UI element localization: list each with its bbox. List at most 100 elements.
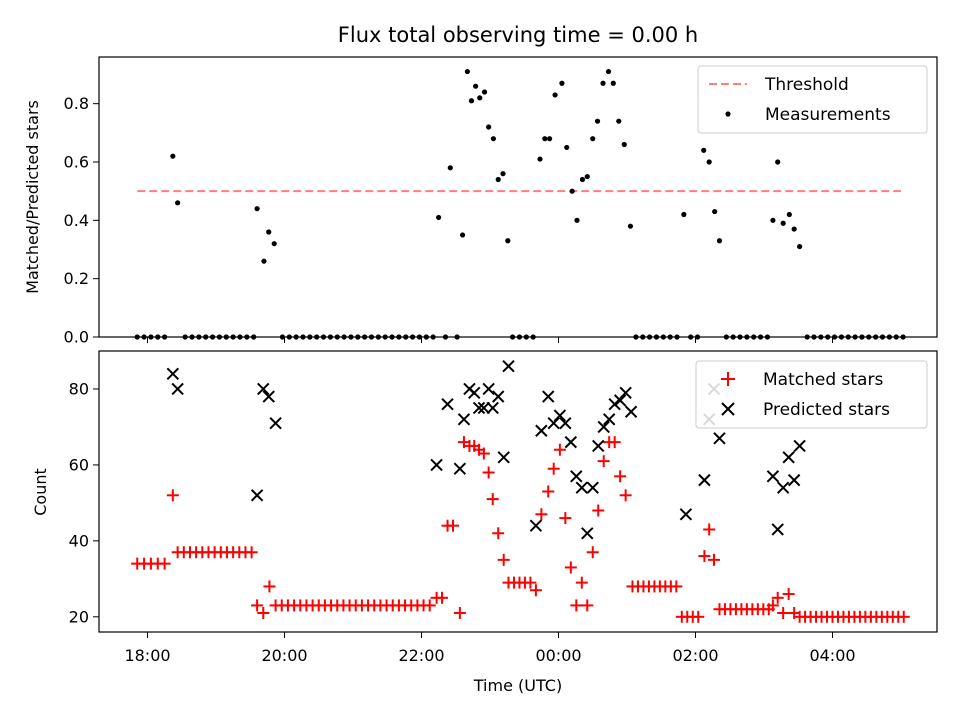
predicted-star-marker (608, 397, 621, 411)
predicted-star-marker (535, 424, 548, 437)
predicted-star-marker (782, 451, 795, 464)
predicted-star-marker-b (430, 458, 443, 472)
measurement-point (716, 238, 723, 244)
predicted-star-marker-b (698, 473, 711, 487)
predicted-star-marker (793, 439, 806, 453)
measurement-point (175, 200, 181, 206)
predicted-star-marker (766, 470, 780, 483)
matched-star-marker (535, 508, 548, 521)
measurement-point (775, 159, 781, 165)
predicted-star-marker (592, 439, 605, 453)
measurement-point (610, 80, 616, 86)
measurement-point (261, 258, 267, 264)
measurement-point (546, 136, 553, 142)
legend-measurements-swatch (725, 111, 731, 117)
measurement-point (473, 83, 479, 89)
legend-predicted-swatch (721, 402, 735, 416)
predicted-star-marker-b (441, 397, 454, 411)
measurement-point (564, 144, 570, 151)
measurement-point (559, 80, 565, 86)
predicted-star-marker-b (586, 481, 599, 494)
matched-star-marker (453, 607, 466, 620)
predicted-star-marker (553, 409, 567, 422)
matched-star-marker (619, 489, 632, 502)
predicted-star-marker-b (492, 390, 505, 403)
count-x-tick-label: 22:00 (398, 646, 444, 665)
predicted-star-marker-b (468, 386, 481, 399)
predicted-star-marker-b (547, 416, 560, 430)
matched-star-marker (251, 599, 264, 612)
predicted-star-marker-b (619, 386, 632, 399)
matched-star-marker (553, 443, 566, 456)
matched-star-marker (586, 546, 599, 559)
predicted-star-marker-b (477, 401, 491, 415)
predicted-star-marker (619, 386, 632, 399)
predicted-star-marker-b (597, 420, 610, 434)
count-x-tick-label: 00:00 (535, 646, 581, 665)
predicted-star-marker-b (502, 359, 515, 373)
predicted-star-marker (771, 523, 784, 536)
count-legend: Matched stars Predicted stars (695, 360, 928, 429)
predicted-star-marker (497, 451, 510, 464)
measurement-point (786, 211, 792, 218)
predicted-star-marker-b (771, 523, 784, 536)
legend-measurements-label: Measurements (765, 105, 891, 125)
predicted-star-marker-b (575, 481, 588, 494)
measurement-point (605, 68, 612, 75)
ratio-panel: 0.00.20.40.60.8 Matched/Predicted stars … (23, 56, 938, 347)
ratio-y-tick-label: 0.2 (64, 269, 89, 288)
predicted-star-marker-b (713, 432, 726, 445)
predicted-star-marker-b (171, 382, 184, 396)
matched-star-marker (436, 591, 449, 604)
measurement-point (574, 217, 580, 223)
predicted-star-marker-b (269, 416, 282, 430)
matched-star-marker (771, 591, 784, 604)
count-y-tick-label: 40 (69, 531, 89, 550)
measurement-point (505, 238, 511, 244)
matched-star-marker (766, 599, 779, 612)
predicted-star-marker (581, 527, 594, 540)
count-x-tick-label: 18:00 (124, 646, 170, 665)
ratio-y-tick-label: 0.4 (64, 211, 89, 230)
ratio-y-tick-label: 0.6 (64, 153, 89, 172)
measurement-point (770, 217, 776, 223)
measurement-point (490, 136, 497, 142)
matched-star-marker (423, 599, 436, 612)
measurement-point (627, 223, 634, 229)
legend-matched-label: Matched stars (763, 370, 883, 390)
predicted-star-marker-b (782, 451, 795, 464)
ratio-legend-box (697, 65, 928, 134)
matched-star-marker (670, 580, 683, 593)
measurement-point (495, 176, 501, 183)
count-x-tick-label: 04:00 (809, 646, 855, 665)
matched-star-marker (614, 470, 627, 483)
matched-star-marker (707, 553, 720, 566)
predicted-star-marker (547, 416, 560, 430)
count-x-tick-label: 20:00 (261, 646, 307, 665)
predicted-star-marker (602, 413, 616, 426)
predicted-star-marker-b (529, 519, 543, 532)
measurement-point (594, 118, 601, 124)
measurement-point (266, 229, 272, 235)
matched-star-marker (529, 584, 542, 597)
ratio-y-tick-label: 0.8 (64, 94, 89, 113)
predicted-star-marker-b (486, 401, 499, 415)
predicted-star-marker (597, 420, 610, 434)
predicted-star-marker (559, 416, 572, 430)
measurement-point (460, 232, 466, 238)
ratio-y-tick-label: 0.0 (64, 328, 89, 347)
matched-star-marker (564, 561, 577, 574)
measurement-point (600, 80, 606, 86)
measurement-point (706, 159, 712, 165)
matched-star-marker (597, 455, 610, 468)
predicted-star-marker-b (482, 382, 495, 396)
measurement-point (500, 171, 506, 177)
predicted-star-marker (502, 359, 515, 373)
matched-star-marker (608, 436, 621, 449)
count-y-tick-label: 80 (69, 379, 89, 398)
chart-title: Flux total observing time = 0.00 h (338, 23, 698, 47)
matched-star-marker (698, 550, 711, 563)
predicted-star-marker-b (250, 489, 264, 502)
predicted-star-marker-b (262, 390, 275, 403)
